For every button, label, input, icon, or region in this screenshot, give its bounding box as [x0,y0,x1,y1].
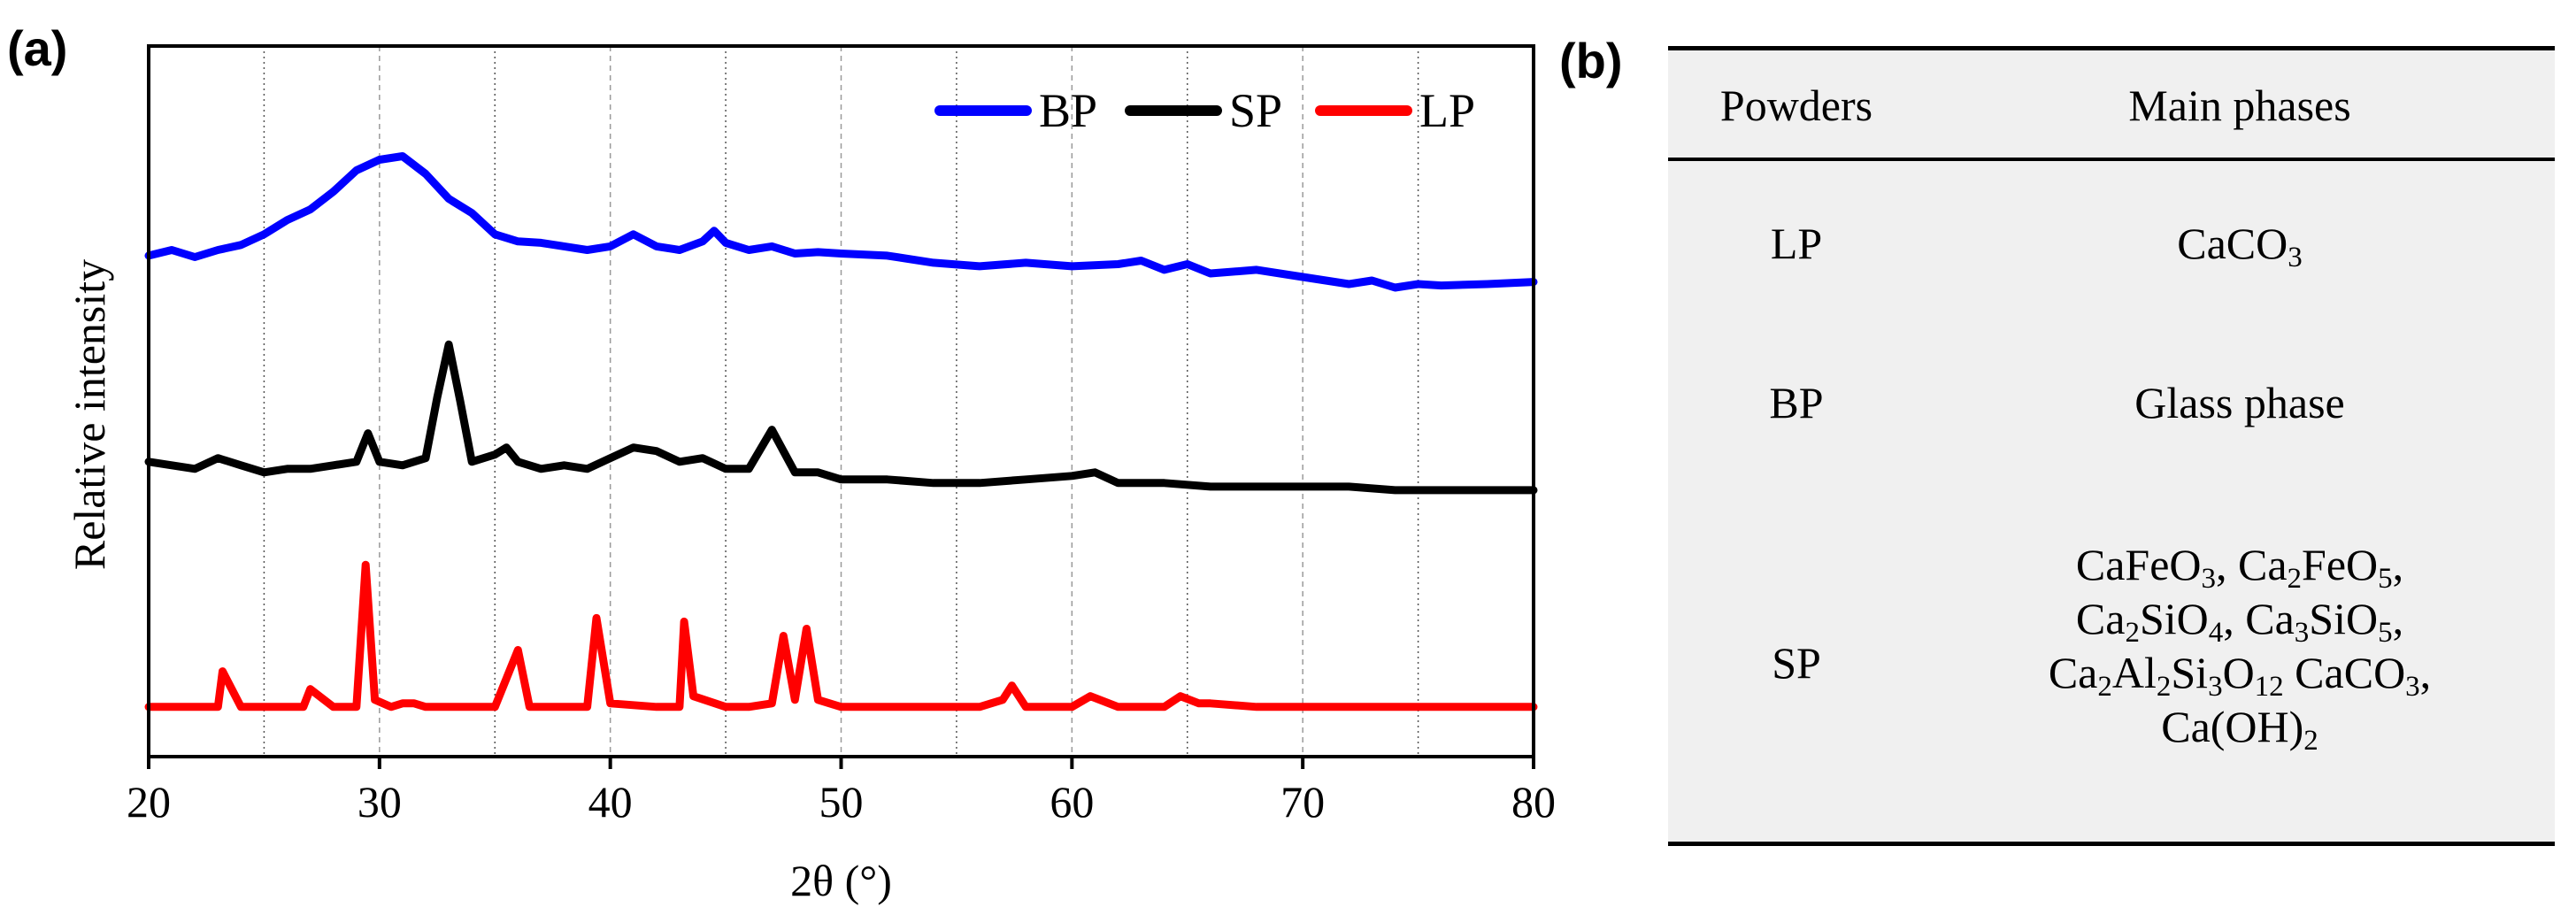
x-axis-ticks: 20 30 40 50 60 70 80 [127,757,1556,827]
series-line-sp [144,340,1538,495]
panel-b-label: (b) [1559,33,1623,88]
row-powder-sp: SP [1772,638,1821,688]
legend-label-lp: LP [1419,84,1475,137]
x-tick-label: 30 [358,777,402,827]
phases-table: Powders Main phases LP CaCO3 BP Glass ph… [1668,46,2555,846]
phase-line: Ca2SiO4, Ca3SiO5, [2075,594,2404,650]
row-phases-lp: CaCO3 [1925,216,2555,274]
phase-line: CaCO3 [2177,219,2303,274]
table-header-rule [1668,158,2555,161]
series-line-bp [144,152,1538,292]
table-bottom-rule [1668,842,2555,846]
row-phases-sp: CaFeO3, Ca2FeO5, Ca2SiO4, Ca3SiO5, Ca2Al… [1925,538,2555,758]
row-powder-lp: LP [1770,219,1823,268]
legend-label-sp: SP [1229,84,1282,137]
table-top-rule [1668,46,2555,50]
x-tick-label: 80 [1511,777,1556,827]
legend-label-bp: BP [1039,84,1097,137]
x-tick-label: 60 [1050,777,1094,827]
x-axis-label: 2θ (°) [790,856,892,905]
series-layer [144,152,1538,711]
xrd-chart: 20 30 40 50 60 70 80 BP SP LP 2θ (°) Relative in… [65,44,1556,905]
header-powders: Powders [1719,81,1873,130]
x-tick-label: 20 [127,777,171,827]
x-tick-label: 70 [1280,777,1325,827]
y-axis-label: Relative intensity [65,259,114,570]
phase-line: CaFeO3, Ca2FeO5, [2075,540,2404,596]
grid-lines [263,46,1419,757]
x-tick-label: 50 [819,777,864,827]
legend: BP SP LP [934,84,1475,137]
panel-a-label: (a) [7,20,68,76]
row-phases-bp: Glass phase [1925,375,2555,431]
series-line-lp [144,560,1538,711]
table-background [1668,46,2555,846]
phase-line: Ca2Al2Si3O12 CaCO3, [2048,648,2432,704]
x-tick-label: 40 [588,777,633,827]
row-powder-bp: BP [1769,378,1824,427]
phase-line: Ca(OH)2 [2161,702,2318,758]
header-main-phases: Main phases [2128,81,2351,130]
phase-line: Glass phase [2134,378,2345,427]
